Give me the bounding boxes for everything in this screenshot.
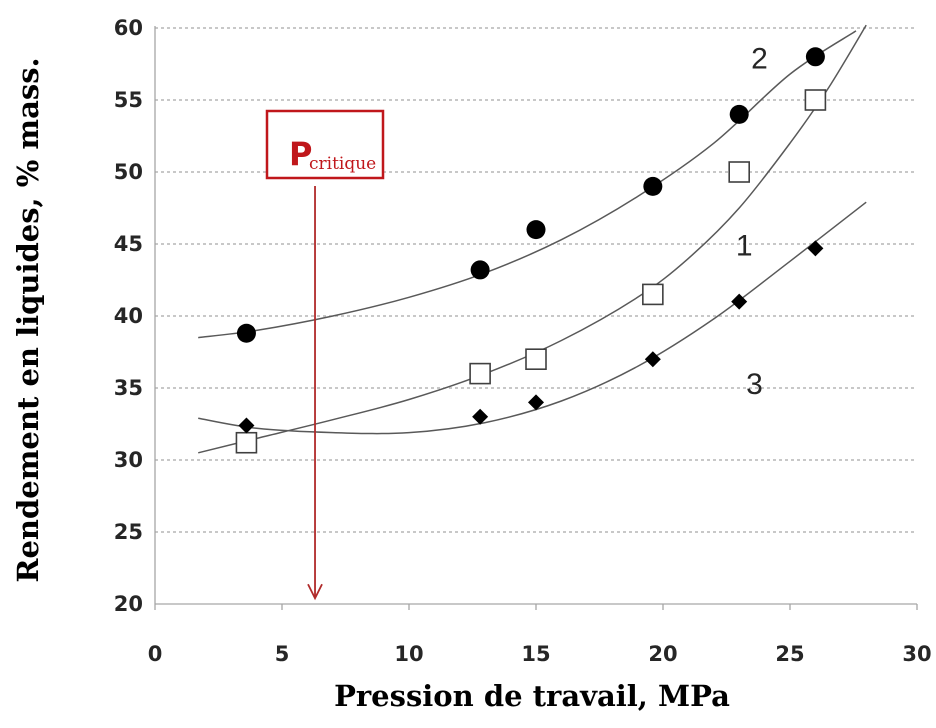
x-tick-label: 30 [902,642,931,666]
point-series-3 [807,240,824,257]
y-tick-label: 20 [114,592,143,616]
point-series-3 [528,394,544,411]
trend-curve-3 [198,201,867,435]
point-series-1 [235,431,258,454]
y-tick-label: 35 [114,376,143,400]
point-series-2 [643,176,663,196]
point-series-1 [804,89,827,111]
trend-curves [198,24,867,454]
x-axis-title: Pression de travail, MPa [334,679,730,713]
y-tick-label: 55 [114,88,143,112]
point-series-1 [728,161,751,183]
curve-label-1: 1 [736,230,753,263]
y-axis-title: Rendement en liquides, % mass. [11,57,45,582]
curve-label-3: 3 [746,368,763,401]
point-series-2 [526,220,546,240]
point-series-3 [472,408,489,425]
critique-box [265,109,385,180]
trend-curve-2 [198,30,857,339]
point-series-2 [729,104,749,124]
x-tick-label: 5 [275,642,290,666]
y-tick-label: 50 [114,160,143,184]
curve-label-2: 2 [751,42,768,75]
curve-labels: 2 1 3 [736,42,768,400]
y-tick-label: 40 [114,304,143,328]
point-series-2 [236,323,256,343]
y-tick-label: 30 [114,448,143,472]
axes: 20 25 30 35 40 45 50 55 60 0 5 10 15 20 25 30 [114,16,932,666]
data-points [235,47,827,454]
y-tick-label: 25 [114,520,143,544]
x-tick-label: 10 [394,642,423,666]
critique-label-main: P [289,135,312,173]
point-series-1 [525,348,547,371]
point-series-3 [644,351,661,368]
trend-curve-1 [198,24,867,454]
gridlines [155,27,917,533]
x-tick-label: 0 [148,642,163,666]
x-tick-label: 15 [521,642,550,666]
point-series-3 [731,293,748,310]
x-tick-label: 20 [648,642,677,666]
point-series-1 [642,283,664,306]
point-series-2 [805,47,825,67]
y-tick-label: 45 [114,232,143,256]
point-series-2 [470,260,490,280]
y-tick-label: 60 [114,16,143,40]
critique-label-sub: critique [309,154,376,174]
point-series-1 [469,362,491,385]
x-tick-label: 25 [775,642,804,666]
critique-arrow-head [307,583,323,601]
point-series-3 [238,417,255,434]
